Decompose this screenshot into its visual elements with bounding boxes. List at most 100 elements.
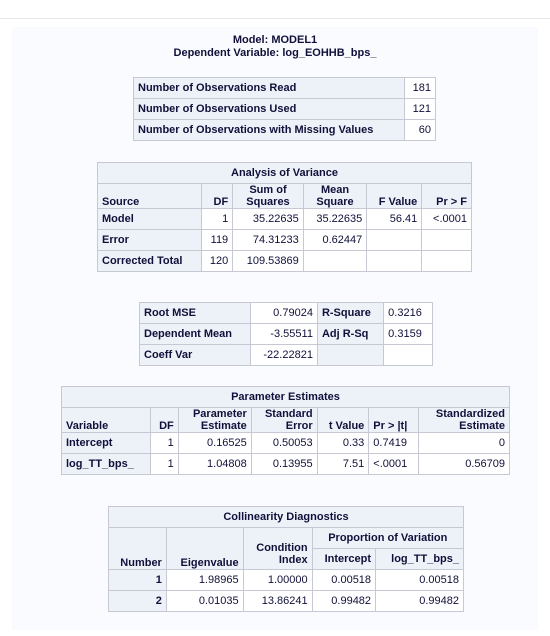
table-row: Number of Observations Read 181 [133,77,436,99]
parameter-estimates-table: Parameter Estimates Variable DF Paramete… [60,386,510,475]
params-header-std: Standardized Estimate [418,407,510,433]
anova-source: Error [97,229,202,251]
anova-f [366,250,423,272]
anova-source: Corrected Total [97,250,202,272]
fit-value: -22.22821 [249,344,318,366]
top-divider [0,18,550,19]
collin-number: 2 [108,590,167,612]
params-df: 1 [150,432,179,454]
dependent-variable-heading: Dependent Variable: log_EOHHB_bps_ [173,47,377,59]
collin-ci: 13.86241 [242,590,313,612]
fit-value: 0.3216 [383,302,433,324]
obs-read-label: Number of Observations Read [133,77,405,99]
params-t: 7.51 [316,453,370,475]
table-header-row: Intercept log_TT_bps_ [109,548,464,570]
table-row: Coeff Var -22.22821 [139,344,433,366]
params-title: Parameter Estimates [61,386,510,408]
params-header-t: t Value [316,407,370,433]
collin-header-number: Number [108,527,167,570]
collin-eigen: 0.01035 [165,590,244,612]
collin-eigen: 1.98965 [165,569,244,591]
observations-table: Number of Observations Read 181 Number o… [133,77,436,141]
collinearity-table: Collinearity Diagnostics Number Eigenval… [108,506,465,612]
params-variable: Intercept [60,432,152,454]
anova-ms [302,250,368,272]
table-row: Error 119 74.31233 0.62447 [97,229,472,251]
params-t: 0.33 [316,432,370,454]
fit-label [316,344,385,366]
anova-table: Analysis of Variance Source DF Sum of Squ… [97,162,472,272]
params-header-p: Pr > |t| [368,407,420,433]
anova-df: 1 [200,208,234,230]
params-header-se: Standard Error [250,407,318,433]
collin-header-var: log_TT_bps_ [375,548,464,570]
model-heading: Model: MODEL1 [232,34,318,46]
collin-ci: 1.00000 [242,569,313,591]
table-row: Corrected Total 120 109.53869 [97,250,472,272]
anova-ss: 74.31233 [232,229,304,251]
fit-label: Coeff Var [139,344,251,366]
params-header-df: DF [150,407,179,433]
anova-df: 120 [200,250,234,272]
params-estimate: 0.16525 [177,432,252,454]
table-row: Root MSE 0.79024 R-Square 0.3216 [139,302,433,324]
collin-header-proportion: Proportion of Variation [311,527,465,549]
fit-statistics-table: Root MSE 0.79024 R-Square 0.3216 Depende… [139,302,433,366]
params-estimate: 1.04808 [177,453,252,475]
table-row: Dependent Mean -3.55511 Adj R-Sq 0.3159 [139,323,433,345]
collin-title: Collinearity Diagnostics [108,506,464,528]
table-header-row: Variable DF Parameter Estimate Standard Er… [60,407,510,433]
table-title-row: Analysis of Variance [97,162,472,184]
collin-p-intercept: 0.99482 [311,590,377,612]
anova-header-p: Pr > F [421,183,472,209]
anova-header-df: DF [200,183,234,209]
table-title-row: Collinearity Diagnostics [108,506,464,528]
table-row: Number of Observations Used 121 [133,98,436,120]
params-se: 0.13955 [250,453,318,475]
fit-label: Root MSE [139,302,251,324]
table-row: Number of Observations with Missing Valu… [133,119,436,141]
anova-header-f: F Value [366,183,423,209]
anova-source: Model [97,208,202,230]
params-header-estimate: Parameter Estimate [177,407,252,433]
anova-header-ms: Mean Square [302,183,368,209]
table-title-row: Parameter Estimates [61,386,510,408]
anova-ms: 0.62447 [302,229,368,251]
table-row: 2 0.01035 13.86241 0.99482 0.99482 [108,590,464,612]
table-row: 1 1.98965 1.00000 0.00518 0.00518 [108,569,464,591]
fit-value: -3.55511 [249,323,318,345]
anova-ss: 35.22635 [232,208,304,230]
params-p: <.0001 [368,453,420,475]
obs-read-value: 181 [404,77,436,99]
obs-used-value: 121 [404,98,436,120]
params-std: 0 [418,432,510,454]
fit-value: 0.79024 [249,302,318,324]
obs-missing-label: Number of Observations with Missing Valu… [133,119,405,141]
params-std: 0.56709 [418,453,510,475]
params-se: 0.50053 [250,432,318,454]
collin-p-var: 0.99482 [375,590,464,612]
collin-header-eigen: Eigenvalue [165,527,244,570]
obs-missing-value: 60 [404,119,436,141]
anova-ss: 109.53869 [232,250,304,272]
fit-label: Dependent Mean [139,323,251,345]
anova-p [421,229,472,251]
params-p: 0.7419 [368,432,420,454]
table-header-row: Source DF Sum of Squares Mean Square F Val… [97,183,472,209]
collin-number: 1 [108,569,167,591]
table-header-row: Number Eigenvalue Condition Index Proport… [108,527,465,570]
obs-used-label: Number of Observations Used [133,98,405,120]
anova-f [366,229,423,251]
anova-p: <.0001 [421,208,472,230]
fit-value: 0.3159 [383,323,433,345]
anova-df: 119 [200,229,234,251]
collin-header-ci: Condition Index [242,527,313,570]
table-row: Model 1 35.22635 35.22635 56.41 <.0001 [97,208,472,230]
fit-label: R-Square [316,302,385,324]
anova-header-source: Source [97,183,202,209]
anova-header-ss: Sum of Squares [232,183,304,209]
params-df: 1 [150,453,179,475]
params-header-variable: Variable [60,407,152,433]
anova-title: Analysis of Variance [97,162,472,184]
collin-header-intercept: Intercept [311,548,377,570]
